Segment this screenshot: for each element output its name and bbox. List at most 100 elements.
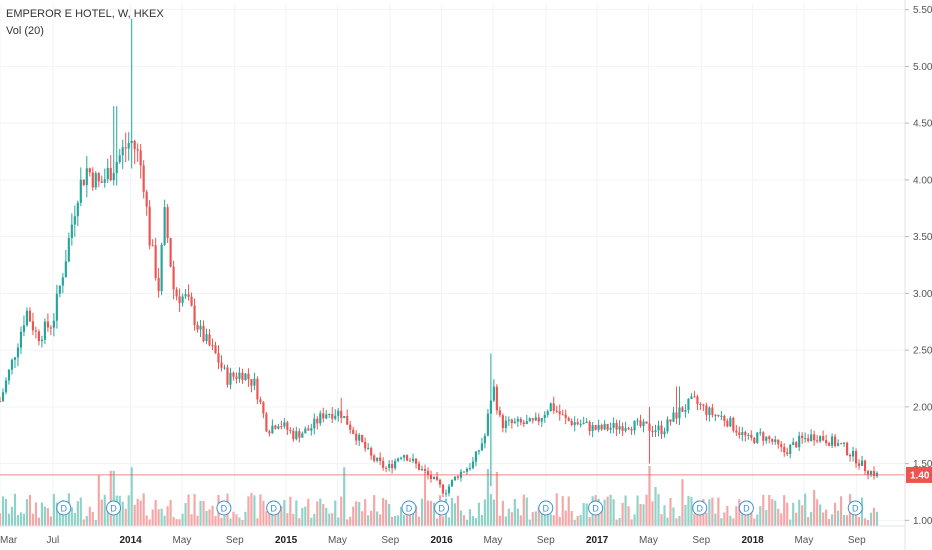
dividend-marker[interactable] xyxy=(738,500,754,516)
volume-bar xyxy=(675,518,678,526)
volume-bar xyxy=(654,487,657,526)
volume-bar xyxy=(825,509,828,526)
dividend-marker[interactable] xyxy=(106,500,122,516)
candle-up xyxy=(253,378,256,386)
candle-down xyxy=(423,469,427,471)
candle-up xyxy=(483,435,486,444)
candle-down xyxy=(148,206,151,246)
volume-bar xyxy=(866,519,870,526)
volume-bar xyxy=(633,514,636,526)
candle-down xyxy=(750,434,753,438)
price-tick-label: 2.50 xyxy=(913,346,932,357)
dividend-marker[interactable] xyxy=(847,500,863,516)
volume-bar xyxy=(669,498,672,526)
candle-up xyxy=(477,450,480,452)
volume-bar xyxy=(810,511,813,526)
volume-bar xyxy=(525,497,528,526)
volume-bar xyxy=(540,506,543,526)
volume-bar xyxy=(435,518,439,526)
time-axis[interactable]: Mar Jul 2014 May Sep 2015 May Sep 2016 May Sep 2017… xyxy=(0,525,905,546)
candle-down xyxy=(561,414,564,416)
volume-bar xyxy=(370,510,373,526)
dividend-marker[interactable] xyxy=(692,500,708,516)
candle-down xyxy=(414,458,418,464)
dividend-marker[interactable] xyxy=(266,500,282,516)
candle-up xyxy=(283,422,286,427)
volume-bar xyxy=(187,494,190,526)
volume-bar xyxy=(750,506,753,526)
candle-down xyxy=(280,426,283,428)
candle-down xyxy=(0,401,2,403)
candle-up xyxy=(328,414,331,416)
volume-bar xyxy=(857,517,861,526)
volume-bar xyxy=(792,502,795,526)
candle-down xyxy=(385,467,388,469)
volume-bar xyxy=(160,508,163,526)
dividend-marker[interactable] xyxy=(434,500,450,516)
candle-up xyxy=(612,423,615,428)
volume-bar xyxy=(220,517,223,526)
dividend-marker[interactable] xyxy=(588,500,604,516)
candle-up xyxy=(115,162,118,174)
volume-indicator-label[interactable]: Vol (20) xyxy=(6,25,44,37)
dividend-marker[interactable] xyxy=(401,500,417,516)
candle-down xyxy=(705,405,708,416)
candle-down xyxy=(807,438,810,442)
time-tick-label: 2015 xyxy=(275,535,298,546)
volume-bar xyxy=(513,498,516,526)
volume-bar xyxy=(480,514,483,526)
volume-bar xyxy=(145,515,148,526)
volume-bar xyxy=(328,513,331,526)
candle-up xyxy=(447,486,451,494)
volume-bar xyxy=(741,513,744,526)
volume-bar xyxy=(432,502,436,526)
volume-bar xyxy=(325,507,328,526)
time-tick-label: 2016 xyxy=(430,535,453,546)
candle-down xyxy=(696,396,699,404)
volume-bar xyxy=(91,512,94,526)
price-axis[interactable]: 1.00 1.50 2.00 2.50 3.00 3.50 4.00 4.50 5.00 5.50… xyxy=(904,0,932,550)
candle-up xyxy=(663,431,666,435)
dividend-marker[interactable] xyxy=(56,500,72,516)
candle-down xyxy=(711,407,714,415)
volume-bar xyxy=(364,499,367,526)
candle-up xyxy=(304,428,307,434)
candle-down xyxy=(438,479,442,485)
volume-bar xyxy=(558,516,561,526)
volume-bar xyxy=(507,508,510,526)
candle-up xyxy=(546,411,549,415)
candle-up xyxy=(474,451,477,462)
candle-down xyxy=(846,442,849,456)
volume-bar xyxy=(519,515,522,526)
volume-bar xyxy=(247,496,250,526)
time-tick-label: May xyxy=(172,535,191,546)
dividend-label: D xyxy=(270,504,277,514)
volume-bar xyxy=(190,514,193,526)
volume-bar xyxy=(501,500,504,526)
volume-bar xyxy=(678,515,681,526)
candle-up xyxy=(729,417,732,427)
candle-down xyxy=(274,425,277,429)
price-tick-label: 3.50 xyxy=(913,232,932,243)
volume-bar xyxy=(860,497,864,526)
dividend-marker[interactable] xyxy=(216,500,232,516)
volume-bar xyxy=(411,506,415,526)
volume-bar xyxy=(28,494,32,526)
volume-bar xyxy=(666,517,669,526)
volume-bar xyxy=(477,502,480,526)
volume-bar xyxy=(244,511,247,526)
volume-bar xyxy=(564,510,567,526)
volume-bar xyxy=(783,495,786,526)
volume-bar xyxy=(603,499,606,526)
symbol-title[interactable]: EMPEROR E HOTEL, W, HKEX xyxy=(6,8,164,20)
candle-up xyxy=(394,460,397,469)
volume-bar xyxy=(570,511,573,526)
volume-bar xyxy=(256,518,259,526)
candle-up xyxy=(420,469,424,471)
dividend-marker[interactable] xyxy=(538,500,554,516)
volume-bar xyxy=(202,500,205,526)
candle-down xyxy=(235,376,238,379)
